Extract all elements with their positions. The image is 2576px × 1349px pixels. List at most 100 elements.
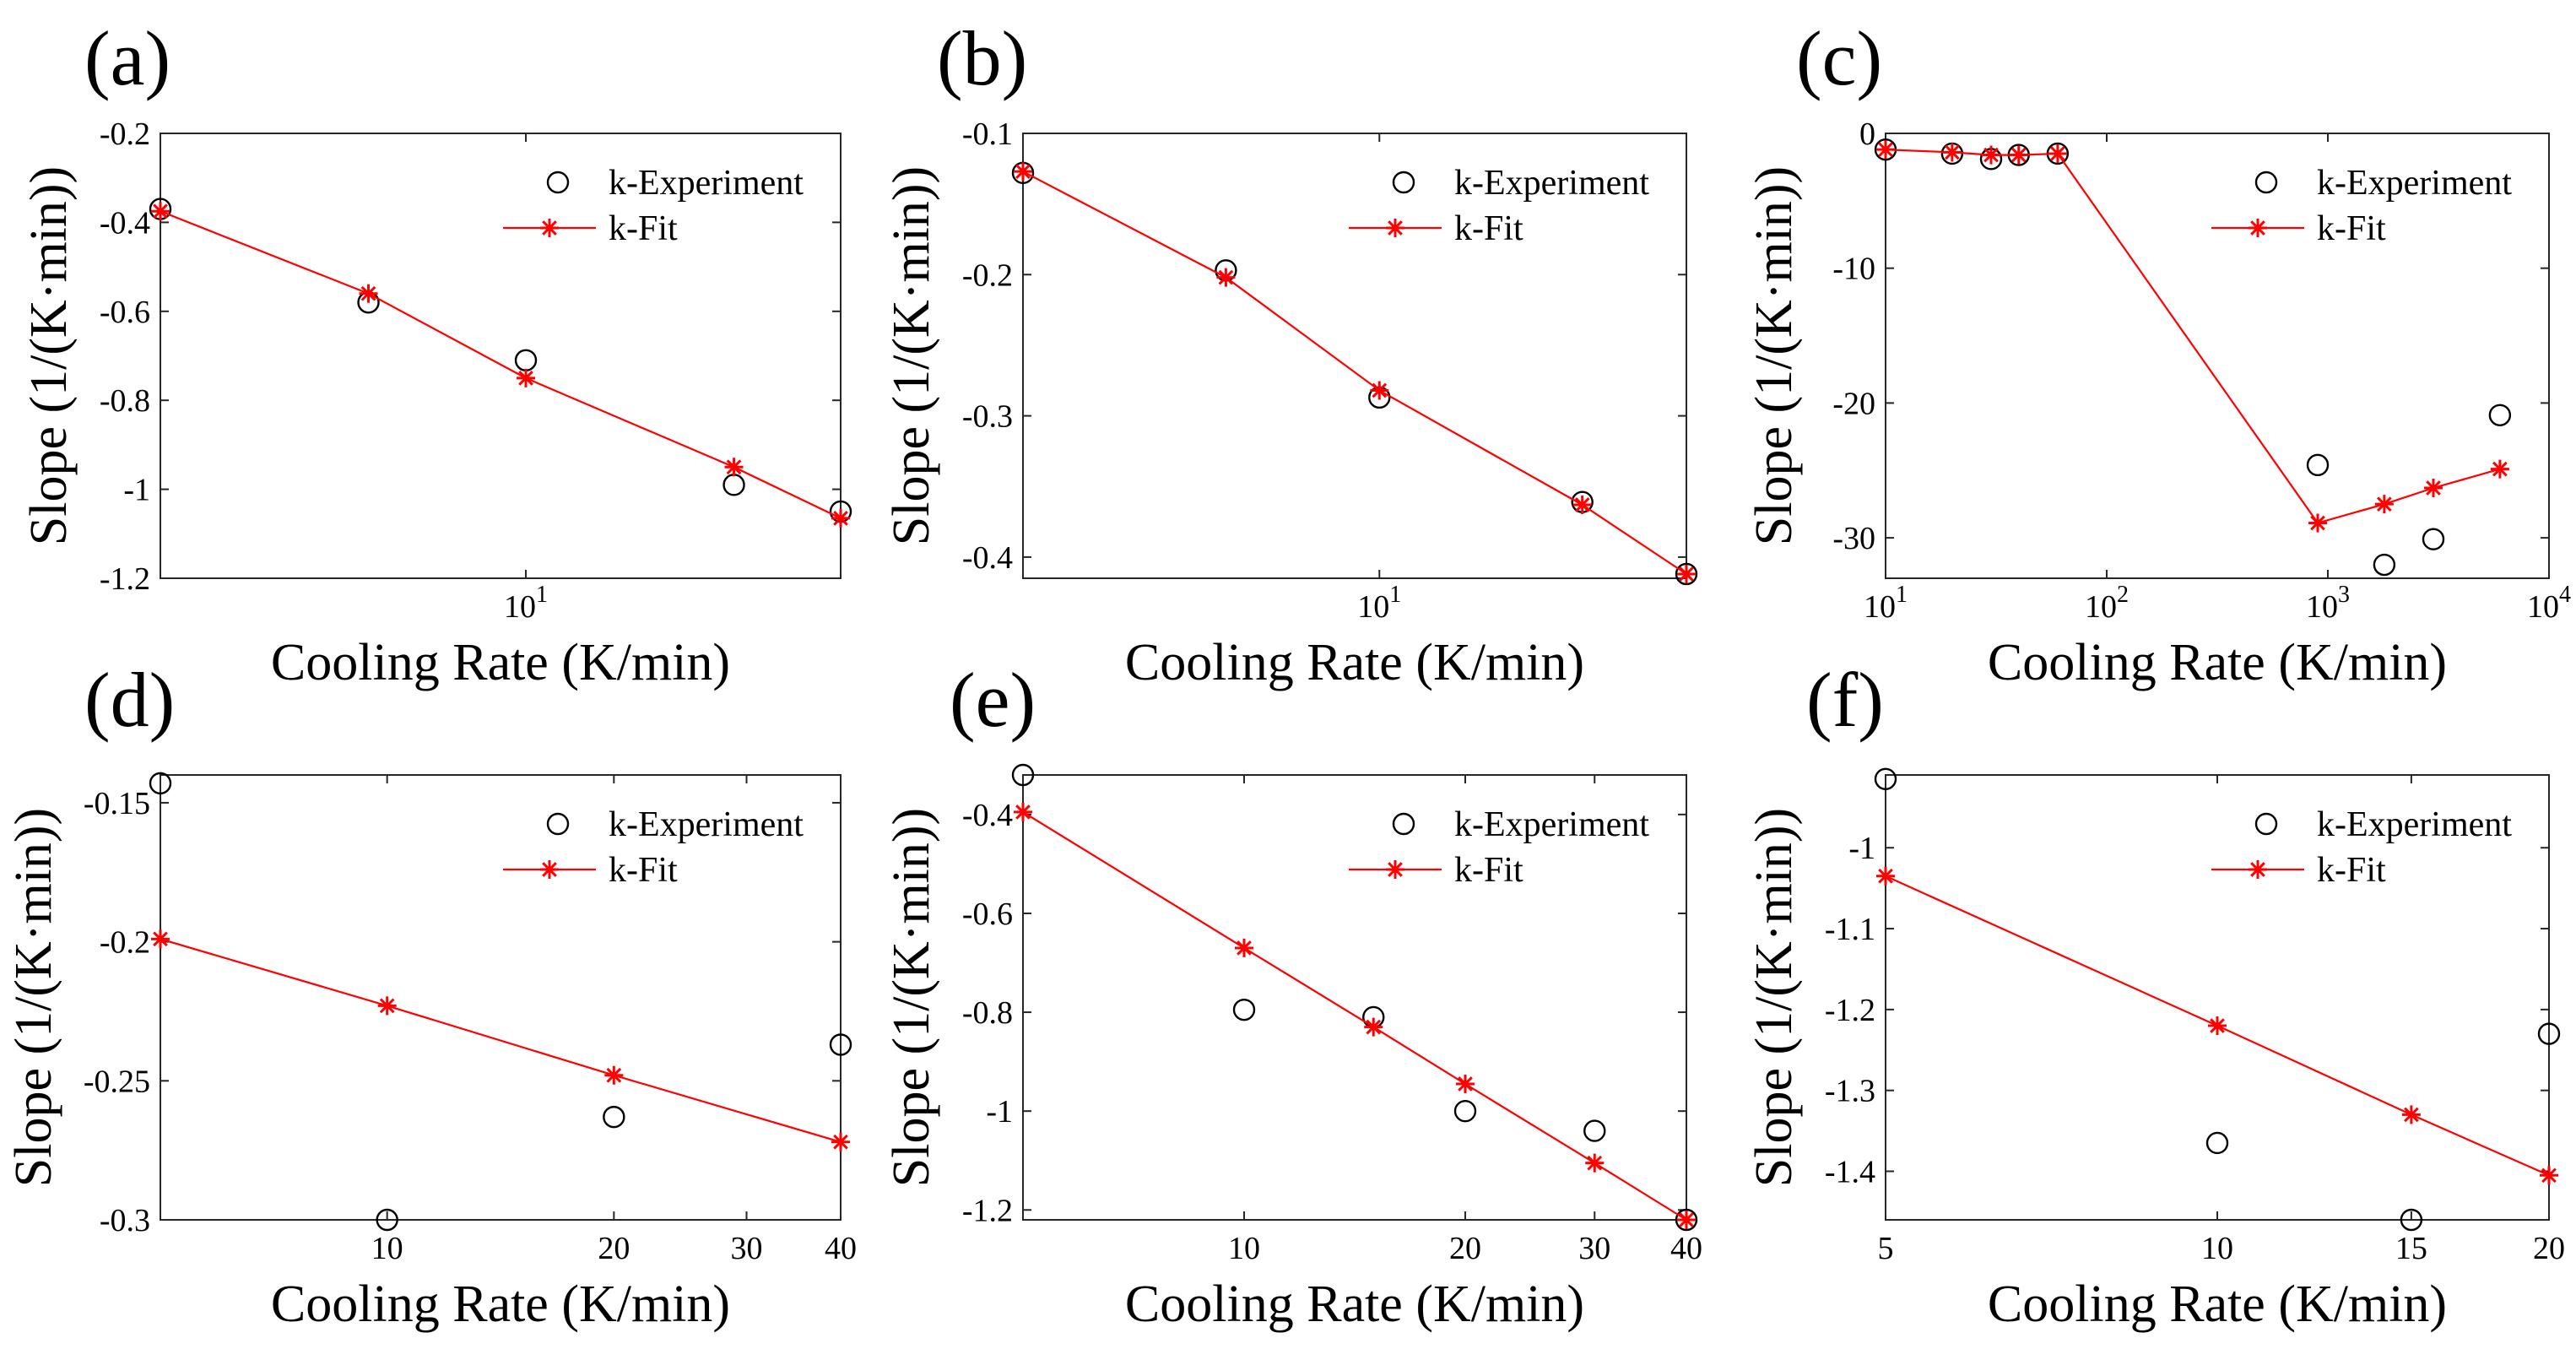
y-tick-label: -1.2 — [962, 1193, 1013, 1228]
legend-experiment-label: k-Experiment — [609, 164, 804, 203]
panel-e: -0.4 -0.6 -0.8 -1 -1.2 10 20 30 40 Cooling Rate (… — [883, 657, 1702, 1333]
y-tick-label: -0.8 — [962, 995, 1013, 1031]
legend-fit-label: k-Fit — [2317, 851, 2386, 890]
legend-experiment-marker — [1392, 171, 1415, 194]
fit-point — [2540, 1166, 2558, 1185]
fit-line — [1022, 171, 1687, 575]
x-tick-label: 102 — [2085, 582, 2129, 625]
fit-point — [1364, 1017, 1383, 1037]
x-tick-label: 101 — [1357, 582, 1401, 625]
x-tick-label: 30 — [1578, 1231, 1610, 1266]
x-tick-label: 20 — [598, 1231, 630, 1266]
legend-experiment-marker — [1392, 812, 1415, 836]
fit-point — [2401, 1105, 2421, 1124]
legend-experiment-marker — [546, 171, 570, 194]
y-tick-label: -10 — [1832, 252, 1875, 287]
legend: k-Experiment k-Fit — [503, 164, 804, 248]
y-axis-label: Slope (1/(K·min)) — [20, 166, 78, 545]
fit-point — [604, 1065, 624, 1085]
fit-line — [1885, 149, 2501, 524]
legend-fit-marker — [542, 862, 557, 877]
fit-point — [377, 996, 397, 1016]
fit-point — [517, 368, 536, 387]
plot-area — [149, 198, 852, 528]
fit-point — [2009, 145, 2028, 165]
fit-point — [1942, 143, 1962, 162]
x-tick-label: 15 — [2395, 1231, 2427, 1266]
y-tick-label: -0.2 — [962, 257, 1013, 293]
fit-point — [1014, 162, 1032, 181]
y-tick-label: 0 — [1859, 116, 1875, 152]
x-tick-label: 10 — [2201, 1231, 2233, 1266]
experiment-point — [2400, 1208, 2423, 1232]
fit-point — [2424, 479, 2443, 498]
x-tick-label: 40 — [825, 1231, 857, 1266]
y-tick-label: -1.4 — [1825, 1155, 1875, 1190]
plot-area — [1011, 763, 1698, 1232]
x-axis-label: Cooling Rate (K/min) — [1988, 634, 2447, 691]
plot-area — [149, 772, 852, 1232]
fit-point — [2490, 459, 2509, 479]
y-tick-label: -0.4 — [100, 205, 150, 241]
experiment-point — [722, 474, 745, 496]
x-axis-label: Cooling Rate (K/min) — [271, 634, 730, 691]
plot-area — [1874, 138, 2512, 577]
legend-fit-label: k-Fit — [2317, 209, 2386, 248]
legend-fit-label: k-Fit — [1454, 209, 1523, 248]
legend-fit-marker — [2250, 862, 2265, 877]
panel-label: (a) — [84, 15, 170, 101]
experiment-point — [2205, 1131, 2229, 1155]
legend-fit-marker — [1388, 862, 1403, 877]
panel-label: (f) — [1806, 657, 1884, 743]
fit-point — [1982, 145, 2001, 165]
experiment-point — [829, 1033, 852, 1056]
fit-point — [2208, 1016, 2227, 1036]
axes-box — [160, 774, 842, 1221]
fit-point — [1677, 564, 1696, 583]
legend-fit-label: k-Fit — [609, 851, 678, 890]
y-tick-label: -30 — [1832, 521, 1875, 556]
legend-fit-label: k-Fit — [609, 209, 678, 248]
legend-experiment-label: k-Experiment — [1454, 805, 1649, 844]
experiment-point — [2537, 1022, 2561, 1045]
plot-area — [1011, 161, 1698, 586]
fit-point — [1585, 1153, 1605, 1173]
panel-c: 0 -10 -20 -30 101 102 103 104 Cooling Rate (K/mi… — [1745, 15, 2571, 691]
plot-area — [1874, 767, 2561, 1232]
experiment-point — [2488, 404, 2512, 426]
fit-point — [1216, 268, 1236, 287]
fit-point — [2374, 495, 2394, 514]
panel-f: -1 -1.1 -1.2 -1.3 -1.4 5 10 15 20 Cooling Rate (K… — [1745, 657, 2565, 1333]
panel-b: -0.1 -0.2 -0.3 -0.4 101 Cooling Rate (K/min) S… — [883, 15, 1698, 691]
fit-point — [2308, 513, 2328, 533]
y-tick-label: -1.2 — [1825, 993, 1875, 1028]
fit-point — [831, 1132, 850, 1151]
y-tick-label: -0.4 — [962, 798, 1013, 833]
fit-point — [1677, 1211, 1696, 1229]
experiment-point — [376, 1208, 398, 1232]
y-tick-label: -0.3 — [100, 1203, 150, 1238]
panel-a: -0.2 -0.4 -0.6 -0.8 -1 -1.2 101 Cooling Rate (K… — [20, 15, 852, 691]
experiment-point — [149, 772, 172, 795]
experiment-point — [2422, 528, 2445, 550]
legend-experiment-label: k-Experiment — [609, 805, 804, 844]
legend-fit-marker — [1388, 220, 1403, 236]
x-tick-label: 5 — [1878, 1231, 1894, 1266]
y-tick-label: -0.8 — [100, 383, 150, 419]
legend-fit-label: k-Fit — [1454, 851, 1523, 890]
x-tick-label: 30 — [730, 1231, 762, 1266]
axes-box — [1022, 133, 1687, 579]
legend-experiment-marker — [546, 812, 570, 836]
y-tick-label: -0.25 — [84, 1064, 150, 1099]
y-tick-label: -0.2 — [100, 116, 150, 152]
x-tick-label: 20 — [1449, 1231, 1481, 1266]
x-axis-label: Cooling Rate (K/min) — [1125, 634, 1584, 691]
x-tick-label: 10 — [371, 1231, 403, 1266]
experiment-point — [1232, 998, 1256, 1021]
legend-fit-marker — [542, 220, 557, 236]
x-tick-label: 40 — [1670, 1231, 1702, 1266]
y-tick-label: -0.6 — [100, 295, 150, 330]
panel-label: (c) — [1796, 15, 1882, 101]
fit-point — [1370, 381, 1389, 400]
x-axis-label: Cooling Rate (K/min) — [271, 1276, 730, 1333]
